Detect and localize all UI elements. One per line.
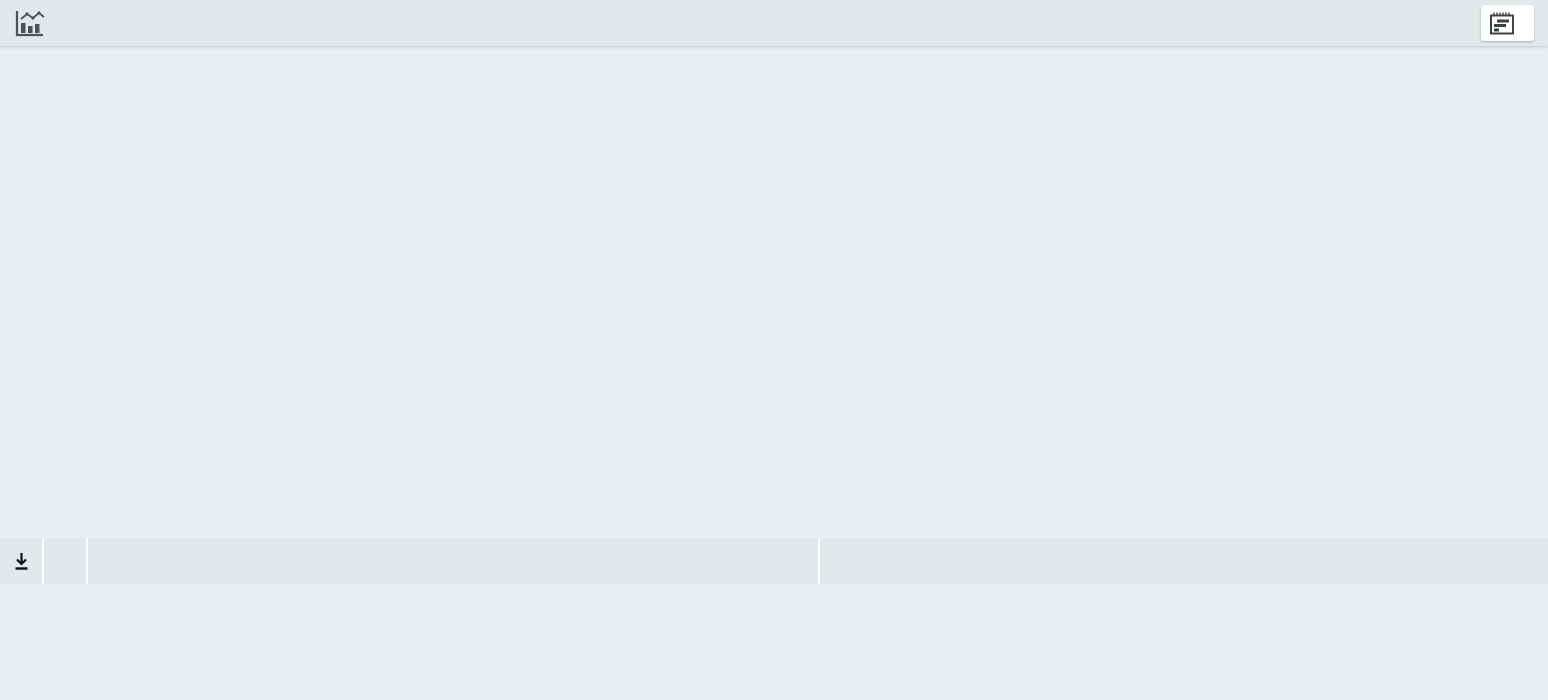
chart-plot[interactable]: [0, 46, 1548, 510]
column-header-element: [88, 538, 820, 584]
y-axis-temperatur-ticks: [88, 0, 132, 510]
calendar-icon: [1490, 12, 1514, 34]
bar-line-chart-icon: [15, 11, 45, 37]
y-axis-volumen-ticks: [26, 0, 68, 510]
column-header-typ: [44, 538, 88, 584]
download-button[interactable]: [0, 538, 44, 584]
download-icon: [15, 552, 27, 570]
y-axis-prozent-ticks: [1418, 0, 1452, 510]
date-range-button[interactable]: [1481, 5, 1534, 41]
column-header-zeitraum: [820, 538, 1548, 584]
y-axis-arbeit-ticks: [1478, 0, 1518, 510]
top-bar: [0, 0, 1548, 46]
legend-table: [0, 538, 1548, 584]
legend-table-header: [0, 538, 1548, 584]
